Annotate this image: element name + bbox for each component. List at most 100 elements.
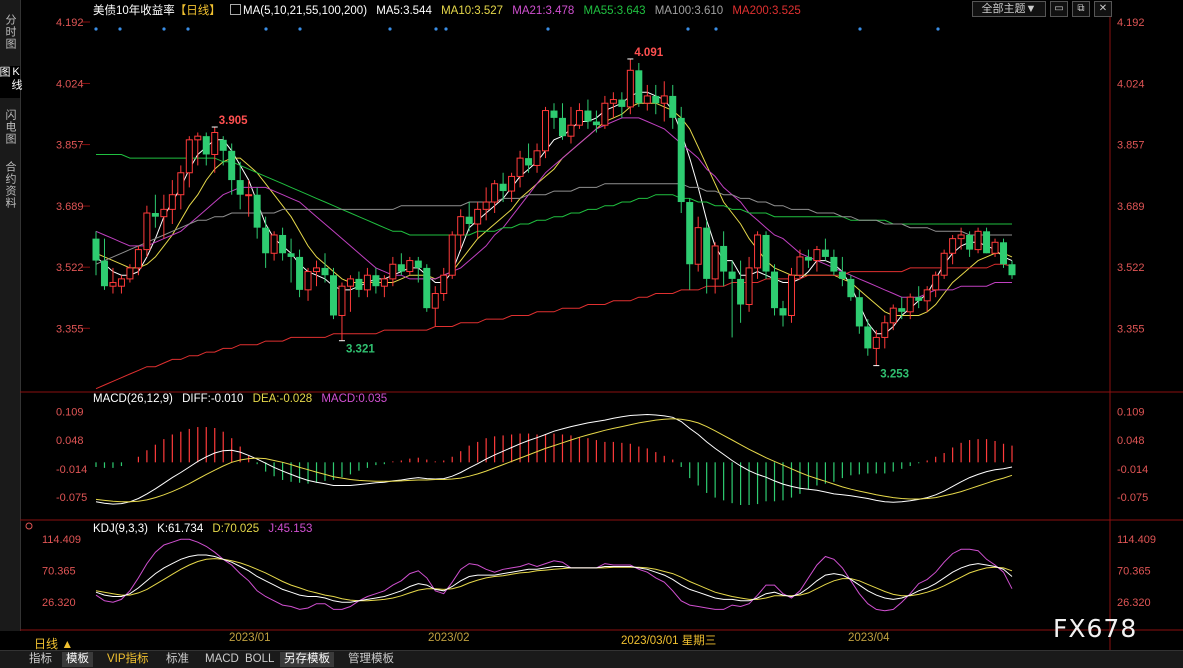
candle-body-down [669,95,677,118]
period-selector[interactable]: 日线 ▲ [34,637,74,651]
price-tick-label-right: 3.689 [1117,201,1145,213]
candle-body-down [686,202,694,265]
candle-body-down [855,297,863,327]
candle-body-down [219,139,227,151]
candle-body-up [957,234,965,240]
kdj-tick-label-right: 70.365 [1117,566,1151,578]
kdj-k-value: K:61.734 [157,523,204,535]
candle-body-up [389,263,397,280]
price-tick-label-right: 3.522 [1117,262,1145,274]
macd-diff-line [95,413,1013,505]
bottom-tab-6[interactable]: 另存模板 [280,652,334,667]
side-tab-1[interactable]: K线图 [0,66,22,98]
macd-title[interactable]: MACD(26,12,9) [93,393,173,405]
main-legend: 美债10年收益率【日线】 MA(5,10,21,55,100,200) MA5:… [93,2,807,18]
candle-body-up [126,267,134,280]
candle-body-down [592,121,600,126]
kdj-j-value: J:45.153 [268,523,313,535]
side-tab-2[interactable]: 闪电图 [4,109,16,145]
candle-body-down [864,326,872,349]
candle-body-up [448,234,456,276]
price-tick-label-left: 4.024 [56,78,84,90]
event-marker-dot[interactable] [388,27,392,31]
candle-body-down [100,260,108,287]
candle-body-up [482,201,490,210]
bottom-tab-3[interactable]: 标准 [166,653,189,665]
candle-body-down [677,117,685,203]
candle-body-down [1000,242,1008,265]
ma55-value: MA55:3.643 [583,5,646,17]
bottom-tab-4[interactable]: MACD [205,653,239,665]
event-marker-dot[interactable] [118,27,122,31]
event-marker-dot[interactable] [714,27,718,31]
candle-body-up [270,234,278,254]
bottom-tab-7[interactable]: 管理模板 [348,653,394,665]
kdj-legend: KDJ(9,3,3) K:61.734 D:70.025 J:45.153 [93,523,318,535]
event-marker-dot[interactable] [298,27,302,31]
close-button[interactable]: ✕ [1094,1,1112,17]
kdj-d-value: D:70.025 [212,523,260,535]
candle-body-down [465,216,473,224]
annotation-high1: 3.905 [219,115,248,127]
candle-body-up [440,274,448,295]
candle-body-up [745,267,753,305]
candle-body-up [923,289,931,302]
candle-body-up [881,322,889,338]
side-tab-3[interactable]: 合约资料 [4,161,16,209]
bottom-tab-1[interactable]: 模板 [62,652,93,667]
ma-settings-icon[interactable] [230,4,241,15]
kdj-title[interactable]: KDJ(9,3,3) [93,523,148,535]
event-marker-dot[interactable] [434,27,438,31]
candle-body-down [703,227,711,279]
event-marker-dot[interactable] [186,27,190,31]
ma200-value: MA200:3.525 [732,5,801,17]
event-marker-dot[interactable] [936,27,940,31]
candle-body-down [635,70,643,104]
event-marker-dot[interactable] [444,27,448,31]
candle-body-down [720,245,728,272]
candle-body-up [567,124,575,137]
restore-button[interactable]: ▭ [1050,1,1068,17]
candle-body-up [787,274,795,316]
event-marker-dot[interactable] [94,27,98,31]
candle-body-up [380,278,388,287]
ma-line-ma21 [95,117,1012,298]
ma-spec[interactable]: MA(5,10,21,55,100,200) [243,5,368,17]
event-marker-dot[interactable] [162,27,166,31]
event-marker-dot[interactable] [858,27,862,31]
candle-body-up [245,194,253,197]
kdj-settings-icon[interactable] [25,522,33,530]
candle-body-down [838,271,846,279]
macd-dea-line [95,418,1013,503]
candle-body-down [550,110,558,118]
candle-body-up [117,278,125,287]
macd-tick-label-right: -0.014 [1117,464,1148,476]
event-marker-dot[interactable] [264,27,268,31]
float-window-button[interactable]: ⧉ [1072,1,1090,17]
candle-body-down [821,249,829,257]
ma5-value: MA5:3.544 [376,5,432,17]
event-marker-dot[interactable] [546,27,550,31]
candle-body-down [228,150,236,181]
bottom-tab-5[interactable]: BOLL [245,653,275,665]
event-marker-dot[interactable] [686,27,690,31]
candle-body-up [168,194,176,210]
macd-tick-label-right: 0.109 [1117,407,1145,419]
candle-body-up [609,99,617,104]
candle-body-up [211,132,219,155]
candle-body-up [711,245,719,280]
annotation-high2: 4.091 [634,47,663,59]
candle-body-down [525,158,533,166]
x-label-2023-01: 2023/01 [229,632,271,644]
side-tab-0[interactable]: 分时图 [4,14,16,50]
candle-body-down [804,256,812,261]
candle-body-up [177,172,185,196]
theme-select[interactable]: 全部主题▼ [972,1,1046,17]
price-tick-label-left: 3.857 [56,140,84,152]
candle-body-up [431,293,439,309]
bottom-tab-0[interactable]: 指标 [29,653,52,665]
candle-body-up [474,208,482,225]
candle-body-down [652,95,660,104]
bottom-tab-2[interactable]: VIP指标 [107,653,149,665]
